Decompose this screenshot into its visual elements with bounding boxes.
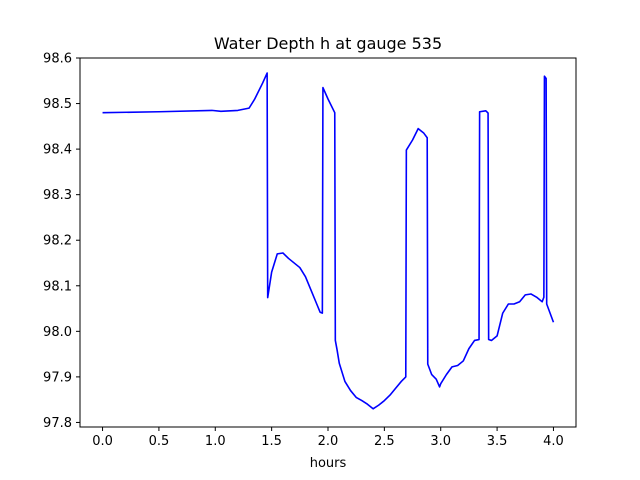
x-axis-label: hours [310, 456, 347, 471]
y-tick-label: 98.6 [43, 52, 72, 67]
x-tick-label: 4.0 [543, 434, 564, 449]
x-tick-label: 0.0 [92, 434, 113, 449]
y-axis: 97.8 97.9 98.0 98.1 98.2 98.3 98.4 98.5 98.6 [43, 52, 80, 431]
plot-frame [79, 57, 577, 428]
series-line [102, 72, 555, 410]
y-tick-label: 98.5 [43, 97, 72, 112]
x-tick-label: 3.5 [487, 434, 508, 449]
x-tick-label: 0.5 [149, 434, 170, 449]
y-tick-label: 97.9 [43, 370, 72, 385]
series-line-0 [102, 72, 555, 410]
chart-title: Water Depth h at gauge 535 [214, 34, 442, 53]
x-tick-label: 2.0 [318, 434, 339, 449]
x-tick-label: 3.0 [430, 434, 451, 449]
y-tick-label: 98.0 [43, 325, 72, 340]
x-tick-label: 2.5 [374, 434, 395, 449]
x-axis: 0.0 0.5 1.0 1.5 2.0 2.5 3.0 3.5 4.0 [92, 427, 564, 449]
x-tick-label: 1.0 [205, 434, 226, 449]
x-tick-label: 1.5 [261, 434, 282, 449]
y-tick-label: 97.8 [43, 416, 72, 431]
y-tick-label: 98.2 [43, 234, 72, 249]
y-tick-label: 98.1 [43, 279, 72, 294]
y-tick-label: 98.4 [43, 143, 72, 158]
y-tick-label: 98.3 [43, 188, 72, 203]
